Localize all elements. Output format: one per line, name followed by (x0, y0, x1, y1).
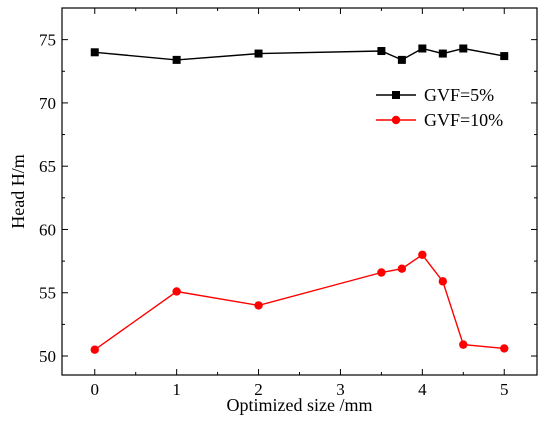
legend-label: GVF=5% (424, 85, 494, 105)
x-tick-label: 0 (91, 380, 100, 399)
legend-item-2: GVF=10% (376, 110, 503, 130)
x-tick-label: 4 (418, 380, 427, 399)
legend-marker (392, 91, 400, 99)
legend-label: GVF=10% (424, 110, 503, 130)
data-point (397, 264, 407, 273)
series-2 (90, 250, 509, 354)
data-point (172, 287, 181, 296)
data-point (397, 55, 406, 64)
data-point (438, 277, 448, 286)
legend: GVF=5% GVF=10% (376, 85, 503, 130)
data-point (418, 44, 427, 53)
series-layer (90, 44, 509, 354)
series-line (94, 253, 505, 351)
data-point (254, 301, 263, 310)
x-tick-label: 5 (500, 380, 509, 399)
legend-item-1: GVF=5% (376, 85, 494, 105)
data-point (418, 250, 427, 259)
series-1 (90, 44, 509, 64)
y-tick-label: 55 (39, 284, 56, 303)
y-axis-title: Head H/m (8, 154, 28, 228)
data-point (500, 344, 509, 353)
data-point (438, 49, 447, 58)
x-tick-label: 3 (336, 380, 345, 399)
data-point (459, 340, 468, 349)
data-point (172, 55, 181, 64)
data-point (377, 47, 386, 56)
data-point (254, 49, 263, 58)
data-point (459, 44, 468, 53)
data-point (500, 52, 509, 61)
x-tick-label: 1 (172, 380, 181, 399)
legend-marker (391, 115, 401, 125)
x-axis-title: Optimized size /mm (227, 395, 373, 415)
data-point (90, 48, 99, 57)
y-tick-label: 75 (39, 31, 56, 50)
data-point (377, 268, 386, 277)
y-tick-label: 70 (39, 94, 56, 113)
x-tick-label: 2 (254, 380, 263, 399)
y-tick-label: 65 (39, 157, 56, 176)
y-tick-label: 50 (39, 347, 56, 366)
y-tick-label: 60 (39, 220, 56, 239)
plot-frame (61, 7, 538, 376)
data-point (90, 345, 99, 354)
